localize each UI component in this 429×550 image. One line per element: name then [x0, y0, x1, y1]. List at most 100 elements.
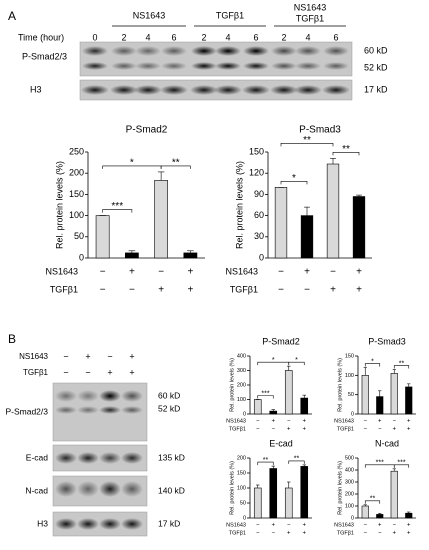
y-tick-label: 150 [249, 146, 264, 156]
group-label: NS1643 [294, 2, 327, 12]
treatment-sign: + [356, 267, 362, 278]
bar [269, 410, 278, 415]
y-tick-label: 200 [69, 168, 84, 178]
y-tick-label: 0 [79, 252, 84, 262]
treatment-sign: − [378, 531, 382, 537]
treatment-label: NS1643 [334, 418, 354, 424]
y-tick-label: 100 [345, 503, 354, 509]
treatment-sign: + [107, 367, 112, 377]
marker-label: 52 kD [158, 403, 180, 413]
bar [326, 163, 340, 259]
time-tick: 4 [305, 32, 310, 42]
significance-label: * [371, 358, 374, 365]
blot-label: P-Smad2/3 [5, 406, 48, 416]
y-tick-label: 0 [243, 411, 246, 417]
treatment-sign: + [85, 351, 90, 361]
panel-label: A [8, 9, 16, 23]
treatment-label: TGFβ1 [229, 426, 246, 432]
significance-label: *** [111, 201, 123, 212]
bar [376, 514, 384, 519]
blot-band [214, 85, 242, 95]
group-label: TGFβ1 [216, 10, 244, 20]
blot-band [77, 518, 99, 530]
y-tick-label: 120 [249, 168, 264, 178]
time-tick: 2 [201, 32, 206, 42]
treatment-sign: − [378, 427, 382, 433]
treatment-sign: + [271, 419, 275, 425]
treatment-sign: + [378, 523, 382, 529]
blot-band [135, 46, 161, 56]
panel-label: B [8, 332, 16, 346]
significance-label: * [292, 173, 296, 184]
y-tick-label: 100 [237, 397, 246, 403]
blot-band [55, 481, 77, 497]
blot-band [242, 85, 270, 95]
treatment-sign: − [63, 367, 68, 377]
blot-band [271, 62, 297, 70]
treatment-sign: − [363, 531, 367, 537]
bar [390, 470, 398, 519]
bar [183, 252, 198, 259]
blot-label: P-Smad2/3 [22, 51, 67, 61]
blot-band [191, 62, 217, 70]
y-tick-label: 300 [345, 479, 354, 485]
blot-band [215, 62, 241, 70]
blot-band [121, 518, 143, 530]
y-tick-label: 50 [74, 231, 84, 241]
treatment-sign: − [363, 419, 367, 425]
treatment-sign: − [363, 427, 367, 433]
blot-band [191, 46, 217, 56]
treatment-sign: + [158, 285, 164, 296]
treatment-sign: + [302, 419, 306, 425]
treatment-sign: + [330, 285, 336, 296]
blot-band [294, 85, 322, 95]
treatment-label: NS1643 [226, 522, 246, 528]
treatment-sign: − [129, 285, 135, 296]
treatment-label: NS1643 [225, 266, 258, 276]
significance-label: ** [294, 456, 300, 463]
y-tick-label: 300 [237, 368, 246, 374]
significance-bracket [288, 460, 305, 464]
treatment-label: NS1643 [19, 352, 48, 361]
bar [124, 252, 139, 259]
significance-label: ** [263, 457, 269, 464]
y-tick-label: 500 [345, 455, 354, 461]
bar [284, 487, 293, 519]
treatment-sign: + [129, 351, 134, 361]
significance-bracket [393, 464, 410, 468]
treatment-sign: + [304, 267, 310, 278]
blot-band [110, 85, 138, 95]
marker-label: 60 kD [158, 390, 180, 400]
y-tick-label: 200 [237, 382, 246, 388]
significance-bracket [288, 361, 305, 366]
blot-band [295, 46, 321, 56]
time-tick: 4 [225, 32, 230, 42]
time-tick: 6 [171, 32, 176, 42]
blot-band [121, 452, 143, 464]
blot-label: H3 [37, 518, 48, 528]
treatment-sign: − [107, 351, 112, 361]
treatment-sign: + [129, 267, 135, 278]
blot-band [243, 62, 269, 70]
treatment-sign: − [304, 285, 310, 296]
significance-label: *** [397, 460, 405, 467]
treatment-sign: + [378, 419, 382, 425]
y-tick-label: 200 [237, 455, 246, 461]
bar [300, 215, 314, 259]
bar [300, 466, 309, 519]
y-tick-label: 150 [237, 470, 246, 476]
blot-band [135, 62, 161, 70]
treatment-label: TGFβ1 [337, 530, 354, 536]
significance-label: * [130, 158, 134, 169]
blot-band [55, 518, 77, 530]
significance-label: ** [399, 360, 405, 367]
treatment-sign: + [356, 285, 362, 296]
treatment-sign: − [256, 531, 260, 537]
bar [274, 187, 288, 259]
blot-band [81, 85, 109, 95]
chart-title: P-Smad2 [126, 125, 168, 136]
time-tick: 4 [145, 32, 150, 42]
significance-bracket [160, 165, 191, 169]
y-tick-label: 400 [345, 467, 354, 473]
